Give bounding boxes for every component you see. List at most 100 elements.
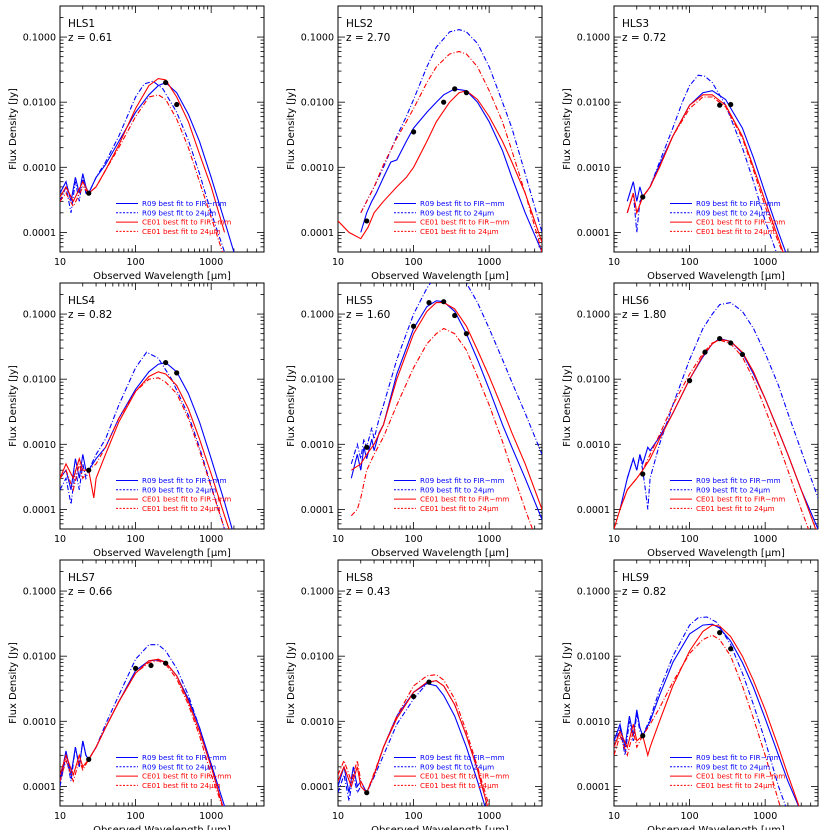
y-tick-label: 0.0100 — [301, 375, 334, 386]
legend-label: R09 best fit to FIR−mm — [696, 476, 781, 485]
data-point — [364, 218, 370, 224]
data-point — [463, 331, 470, 337]
y-tick-label: 0.0010 — [23, 163, 56, 174]
panel-redshift: z = 1.60 — [346, 309, 390, 321]
legend-label: CE01 best fit to 24μm — [142, 227, 221, 236]
panel-hls1: 10 100 1000 0.0001 0.0010 0.0100 0.1000 Observe… — [8, 5, 265, 282]
x-tick-label: 10 — [54, 534, 66, 545]
data-point — [86, 190, 92, 196]
legend-label: R09 best fit to FIR−mm — [420, 753, 505, 762]
y-tick-label: 0.0100 — [301, 652, 334, 663]
x-tick-label: 1000 — [753, 811, 777, 822]
curves — [60, 644, 226, 806]
y-tick-label: 0.1000 — [301, 310, 334, 321]
y-tick-label: 0.0100 — [301, 98, 334, 109]
curves — [60, 351, 233, 529]
data-point — [410, 323, 417, 329]
data-point — [728, 101, 734, 108]
x-tick-label: 10 — [54, 811, 66, 822]
plot-frame — [337, 5, 543, 253]
legend-label: R09 best fit to FIR−mm — [420, 476, 505, 485]
series-line-4 — [60, 377, 226, 529]
x-tick-label: 100 — [681, 811, 699, 822]
panel-name: HLS2 — [346, 18, 373, 30]
curves — [614, 302, 818, 529]
y-axis-label: Flux Density [Jy] — [286, 88, 297, 170]
y-tick-label: 0.0001 — [577, 505, 610, 516]
panel-name: HLS5 — [346, 295, 373, 307]
series-line-2 — [626, 74, 777, 252]
x-tick-label: 10 — [608, 811, 620, 822]
y-tick-label: 0.0010 — [577, 717, 610, 728]
x-tick-label: 1000 — [753, 257, 777, 268]
x-tick-label: 100 — [127, 811, 145, 822]
x-tick-label: 1000 — [753, 534, 777, 545]
y-tick-label: 0.0001 — [23, 228, 56, 239]
x-tick-label: 10 — [332, 811, 344, 822]
panel-hls7: 10 100 1000 0.0001 0.0010 0.0100 0.1000 Observe… — [8, 559, 265, 830]
x-tick-label: 1000 — [477, 811, 501, 822]
y-tick-label: 0.0100 — [23, 652, 56, 663]
panel-redshift: z = 0.61 — [68, 32, 112, 44]
series-line-2 — [360, 29, 542, 233]
series-line-4 — [338, 674, 490, 806]
series-line-3 — [60, 658, 224, 806]
x-tick-label: 1000 — [477, 534, 501, 545]
curves — [338, 674, 490, 806]
y-tick-label: 0.0010 — [23, 717, 56, 728]
panel-redshift: z = 1.80 — [622, 309, 666, 321]
panel-hls3: 10 100 1000 0.0001 0.0010 0.0100 0.1000 Observe… — [562, 5, 819, 282]
legend-label: CE01 best fit to FIR−mm — [696, 772, 785, 781]
data-point — [426, 300, 432, 306]
data-point — [86, 756, 92, 762]
y-axis-label: Flux Density [Jy] — [286, 365, 297, 447]
x-tick-label: 10 — [608, 534, 620, 545]
series-line-2 — [626, 302, 818, 510]
series-line-1 — [60, 81, 235, 252]
series-line-3 — [60, 371, 230, 529]
y-tick-label: 0.1000 — [23, 33, 56, 44]
panel-redshift: z = 0.82 — [622, 586, 666, 598]
data-point — [132, 665, 139, 671]
legend-label: CE01 best fit to 24μm — [142, 781, 221, 790]
panel-redshift: z = 0.43 — [346, 586, 390, 598]
y-tick-label: 0.0100 — [23, 375, 56, 386]
curves — [350, 283, 542, 529]
plot-frame — [613, 5, 819, 253]
legend-label: R09 best fit to FIR−mm — [696, 753, 781, 762]
panel-hls4: 10 100 1000 0.0001 0.0010 0.0100 0.1000 Observe… — [8, 282, 265, 559]
y-tick-label: 0.0001 — [301, 782, 334, 793]
curves — [60, 78, 235, 252]
legend-label: CE01 best fit to FIR−mm — [420, 495, 509, 504]
legend-label: R09 best fit to 24μm — [420, 208, 494, 217]
x-axis-label: Observed Wavelength [μm] — [371, 825, 509, 830]
x-tick-label: 1000 — [199, 257, 223, 268]
legend-label: R09 best fit to 24μm — [696, 208, 770, 217]
legend-label: R09 best fit to 24μm — [142, 485, 216, 494]
y-axis-label: Flux Density [Jy] — [286, 642, 297, 724]
x-tick-label: 100 — [405, 534, 423, 545]
plot-frame — [59, 559, 265, 807]
legend-label: CE01 best fit to FIR−mm — [142, 772, 231, 781]
x-axis-label: Observed Wavelength [μm] — [371, 271, 509, 282]
x-tick-label: 10 — [332, 534, 344, 545]
data-point — [441, 299, 447, 305]
x-tick-label: 1000 — [199, 811, 223, 822]
plot-frame — [337, 282, 543, 530]
series-line-4 — [60, 94, 224, 252]
data-point — [426, 679, 432, 685]
data-point — [452, 86, 458, 92]
x-axis-label: Observed Wavelength [μm] — [647, 548, 785, 559]
plot-frame — [613, 559, 819, 807]
panel-name: HLS8 — [346, 572, 373, 584]
y-axis-label: Flux Density [Jy] — [562, 642, 573, 724]
series-line-1 — [360, 88, 542, 252]
y-axis-label: Flux Density [Jy] — [8, 88, 19, 170]
x-axis-label: Observed Wavelength [μm] — [647, 825, 785, 830]
legend-label: R09 best fit to 24μm — [420, 762, 494, 771]
curves — [338, 29, 542, 252]
y-tick-label: 0.0001 — [301, 228, 334, 239]
x-tick-label: 10 — [54, 257, 66, 268]
y-tick-label: 0.0001 — [577, 782, 610, 793]
